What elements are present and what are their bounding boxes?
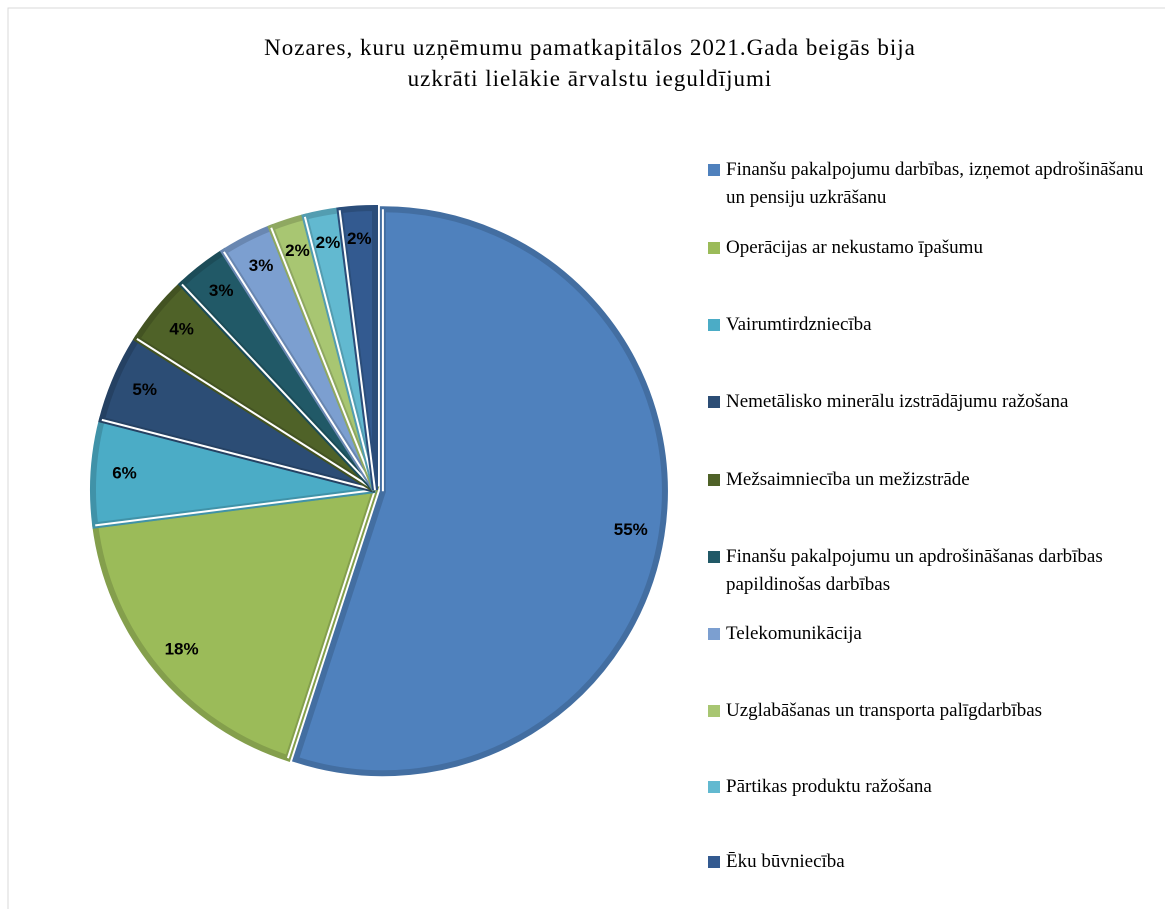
data-label: 6% [112, 464, 137, 483]
legend-item: Nemetālisko minerālu izstrādājumu ražoša… [708, 388, 1160, 416]
data-label: 5% [132, 380, 157, 399]
legend-swatch [708, 856, 720, 868]
legend-swatch [708, 781, 720, 793]
data-label: 2% [285, 241, 310, 260]
legend-swatch [708, 628, 720, 640]
legend-item: Uzglabāšanas un transporta palīgdarbības [708, 697, 1160, 725]
legend-label: Ēku būvniecība [726, 851, 845, 872]
slice-separator [223, 251, 376, 491]
pie-slice [91, 486, 380, 762]
data-label: 2% [316, 233, 341, 252]
legend-item: Pārtikas produktu ražošana [708, 773, 1160, 801]
legend-item: Telekomunikācija [708, 620, 1160, 648]
chart-title: Nozares, kuru uzņēmumu pamatkapitālos 20… [264, 35, 916, 91]
legend-item: Vairumtirdzniecība [708, 311, 1160, 339]
legend-label: Operācijas ar nekustamo īpašumu [726, 237, 983, 258]
pie-slice [291, 206, 668, 777]
legend-swatch [708, 705, 720, 717]
slice-separator [286, 489, 376, 759]
legend-label: Pārtikas produktu ražošana [726, 776, 932, 797]
legend-item: Operācijas ar nekustamo īpašumu [708, 234, 1160, 262]
legend-swatch [708, 319, 720, 331]
data-label: 55% [614, 520, 648, 539]
slice-separator [270, 227, 376, 491]
legend-label: Mežsaimniecība un mežizstrāde [726, 469, 970, 490]
slice-separator [136, 338, 376, 491]
data-label: 2% [347, 229, 372, 248]
legend-swatch [708, 242, 720, 254]
legend-swatch [708, 474, 720, 486]
legend-label: Telekomunikācija [726, 623, 862, 644]
slice-separator [181, 283, 376, 491]
legend-swatch [708, 396, 720, 408]
legend-label: Finanšu pakalpojumu un apdrošināšanas da… [726, 546, 1103, 595]
data-label: 4% [169, 320, 194, 339]
legend-label: Finanšu pakalpojumu darbības, izņemot ap… [726, 159, 1144, 208]
legend-label: Vairumtirdzniecība [726, 314, 872, 335]
legend-item: Finanšu pakalpojumu un apdrošināšanas da… [708, 543, 1160, 599]
chart-border [7, 7, 1165, 909]
data-label: 3% [209, 281, 234, 300]
slice-separator [303, 216, 376, 491]
legend-label: Uzglabāšanas un transporta palīgdarbības [726, 700, 1043, 721]
data-label: 3% [249, 256, 274, 275]
legend-item: Mežsaimniecība un mežizstrāde [708, 466, 1160, 494]
legend-item: Finanšu pakalpojumu darbības, izņemot ap… [708, 156, 1160, 212]
slice-separator [338, 210, 376, 491]
legend-item: Ēku būvniecība [708, 848, 1160, 876]
data-label: 18% [165, 639, 199, 658]
slice-separator [95, 489, 376, 527]
legend-swatch [708, 551, 720, 563]
slice-separator [101, 418, 376, 491]
legend-swatch [708, 164, 720, 176]
legend-label: Nemetālisko minerālu izstrādājumu ražoša… [726, 391, 1069, 412]
